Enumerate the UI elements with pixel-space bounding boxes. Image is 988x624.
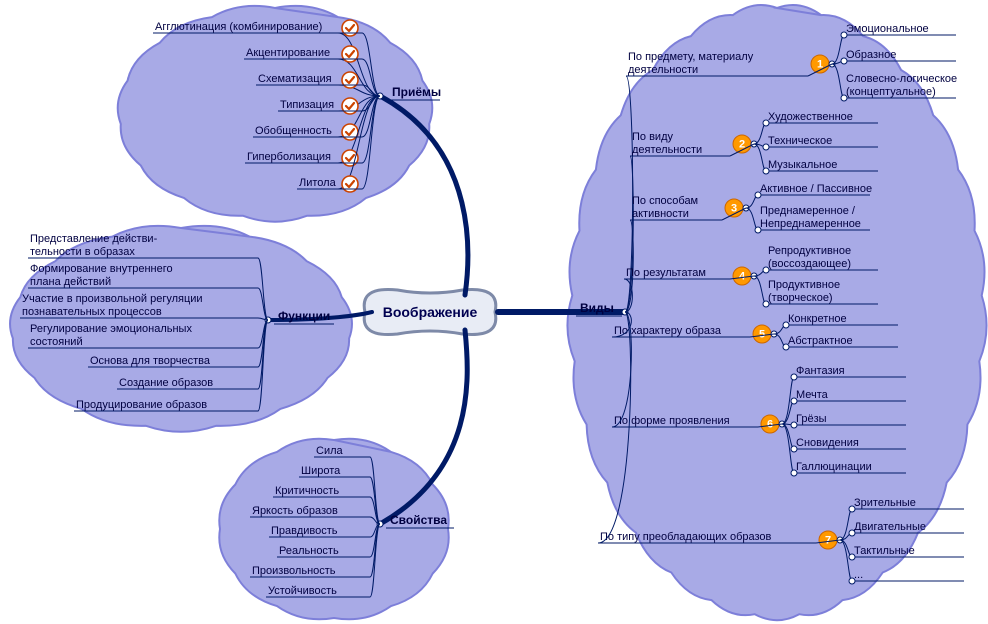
- leaf-priemy-5: Гиперболизация: [247, 151, 331, 163]
- leaf-svoistva-2: Критичность: [275, 485, 339, 497]
- node-dot: [791, 374, 797, 380]
- vidy-5-0: Фантазия: [796, 365, 845, 377]
- leaf-svoistva-5: Реальность: [279, 545, 339, 557]
- branch-title-svoistva: Свойства: [390, 513, 447, 527]
- leaf-funktsii-6: Продуцирование образов: [76, 399, 207, 411]
- node-dot: [763, 301, 769, 307]
- vidy-1-0: Художественное: [768, 111, 853, 123]
- badge-4: 4: [733, 267, 751, 285]
- cloud-priemy: [118, 6, 433, 222]
- leaf-svoistva-3: Яркость образов: [252, 505, 338, 517]
- leaf-svoistva-6: Произвольность: [252, 565, 336, 577]
- leaf-priemy-6: Литола: [299, 177, 337, 189]
- vidy-4-1: Абстрактное: [788, 335, 853, 347]
- leaf-priemy-2: Схематизация: [258, 73, 332, 85]
- mindmap-canvas: Воображение Приёмы Агглютинация (комбиниро…: [0, 0, 988, 624]
- vidy-group-5-label: По форме проявления: [614, 415, 730, 427]
- leaf-svoistva-4: Правдивость: [271, 525, 338, 537]
- node-dot: [783, 322, 789, 328]
- node-dot: [849, 554, 855, 560]
- vidy-group-3-label: По результатам: [626, 267, 706, 279]
- badge-7: 7: [819, 531, 837, 549]
- leaf-priemy-3: Типизация: [280, 99, 334, 111]
- svg-text:7: 7: [825, 535, 831, 547]
- vidy-5-4: Галлюцинации: [796, 461, 872, 473]
- leaf-priemy-4: Обобщенность: [255, 125, 332, 137]
- node-dot: [849, 530, 855, 536]
- leaf-priemy-1: Акцентирование: [246, 47, 330, 59]
- vidy-0-1: Образное: [846, 49, 896, 61]
- check-icon: [342, 20, 358, 36]
- node-dot: [791, 470, 797, 476]
- badge-6: 6: [761, 415, 779, 433]
- branch-title-priemy: Приёмы: [392, 85, 441, 99]
- vidy-3-0: Репродуктивное(воссоздающее): [768, 245, 851, 270]
- leaf-priemy-0: Агглютинация (комбинирование): [155, 21, 322, 33]
- vidy-6-2: Тактильные: [854, 545, 915, 557]
- check-icon: [342, 46, 358, 62]
- vidy-0-0: Эмоциональное: [846, 23, 929, 35]
- node-dot: [783, 344, 789, 350]
- vidy-group-2-label: По способамактивности: [632, 195, 698, 220]
- node-dot: [841, 95, 847, 101]
- vidy-6-3: ...: [854, 569, 863, 581]
- node-dot: [791, 446, 797, 452]
- vidy-4-0: Конкретное: [788, 313, 847, 325]
- leaf-svoistva-0: Сила: [316, 445, 344, 457]
- leaf-svoistva-1: Широта: [301, 465, 341, 477]
- vidy-0-2: Словесно-логическое(концептуальное): [846, 73, 957, 98]
- check-icon: [342, 124, 358, 140]
- vidy-6-0: Зрительные: [854, 497, 916, 509]
- vidy-3-1: Продуктивное(творческое): [768, 279, 840, 304]
- vidy-5-2: Грёзы: [796, 413, 827, 425]
- node-dot: [841, 58, 847, 64]
- leaf-funktsii-5: Создание образов: [119, 377, 213, 389]
- svg-text:5: 5: [759, 329, 765, 341]
- svg-text:4: 4: [739, 271, 746, 283]
- check-icon: [342, 98, 358, 114]
- node-dot: [763, 168, 769, 174]
- node-dot: [763, 267, 769, 273]
- vidy-1-1: Техническое: [768, 135, 832, 147]
- node-dot: [849, 578, 855, 584]
- vidy-1-2: Музыкальное: [768, 159, 837, 171]
- branch-title-vidy: Виды: [580, 301, 614, 315]
- node-dot: [755, 227, 761, 233]
- vidy-2-1: Преднамеренное /Непреднамеренное: [760, 205, 861, 230]
- leaf-svoistva-7: Устойчивость: [268, 585, 337, 597]
- check-icon: [342, 176, 358, 192]
- node-dot: [763, 144, 769, 150]
- node-dot: [849, 506, 855, 512]
- vidy-2-0: Активное / Пассивное: [760, 183, 872, 195]
- vidy-5-1: Мечта: [796, 389, 829, 401]
- node-dot: [763, 120, 769, 126]
- vidy-group-6-label: По типу преобладающих образов: [600, 531, 772, 543]
- check-icon: [342, 72, 358, 88]
- svg-text:6: 6: [767, 419, 773, 431]
- node-dot: [755, 192, 761, 198]
- leaf-funktsii-4: Основа для творчества: [90, 355, 211, 367]
- badge-5: 5: [753, 325, 771, 343]
- node-dot: [791, 422, 797, 428]
- vidy-6-1: Двигательные: [854, 521, 926, 533]
- node-dot: [841, 32, 847, 38]
- center-title: Воображение: [383, 304, 478, 320]
- vidy-5-3: Сновидения: [796, 437, 859, 449]
- branch-title-funktsii: Функции: [278, 309, 330, 323]
- node-dot: [791, 398, 797, 404]
